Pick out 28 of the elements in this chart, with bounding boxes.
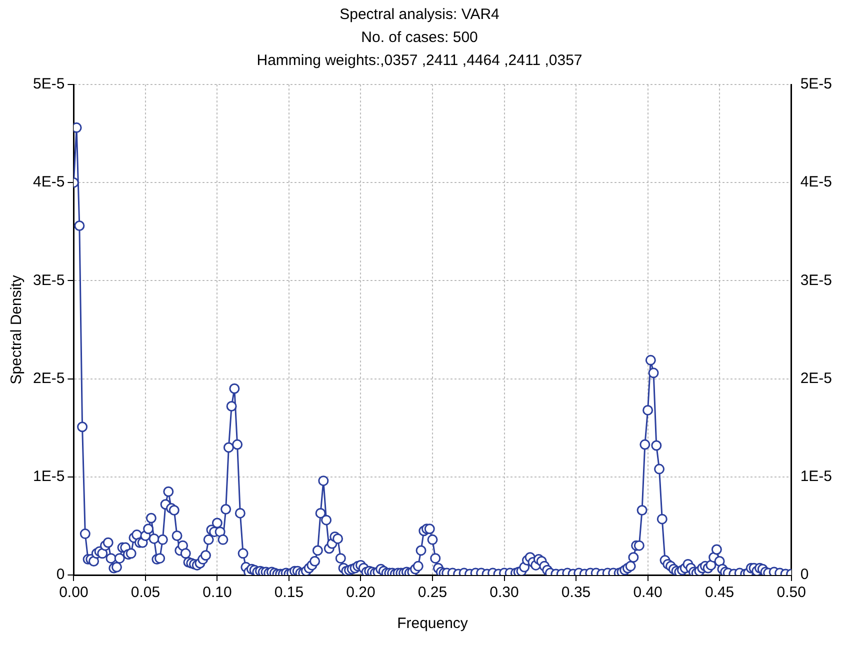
chart-subtitle: No. of cases: 500 [361,28,478,46]
text: Hamming weights:,0357 ,2411 ,4464 ,2411 ,0357 [256,52,582,70]
y-tick-label: 0 [56,566,65,584]
y-axis-title: Spectral Density [8,274,26,384]
y-tick-label: 5E-5 [32,76,65,93]
x-tick-label: 0.50 [776,584,806,602]
x-tick-label: 0.30 [490,584,519,602]
y-tick-label: 4E-5 [32,174,65,191]
chart-title: Spectral analysis: VAR4 [340,6,500,24]
x-axis-title: Frequency [397,615,468,632]
y-tick-label: 3E-5 [32,272,65,289]
x-tick-label: 0.25 [418,584,448,602]
y2-tick-label: 1E-5 [800,468,832,486]
x-tick-label: 0.05 [130,584,160,602]
y2-tick-label: 2E-5 [800,370,832,387]
y2-tick-label: 5E-5 [800,76,832,93]
x-tick-label: 0.20 [346,584,376,602]
y-tick-label: 2E-5 [32,370,65,387]
y2-tick-label: 3E-5 [800,272,832,289]
y2-tick-label: 4E-5 [800,174,832,191]
x-tick-label: 0.15 [274,584,304,602]
y2-tick-label: 0 [800,566,809,584]
x-tick-label: 0.10 [202,584,232,602]
y-tick-label: 1E-5 [32,468,65,486]
x-tick-label: 0.45 [704,584,734,602]
x-tick-label: 0.35 [561,584,591,602]
x-tick-label: 0.40 [633,584,662,602]
x-tick-label: 0.00 [59,584,88,602]
